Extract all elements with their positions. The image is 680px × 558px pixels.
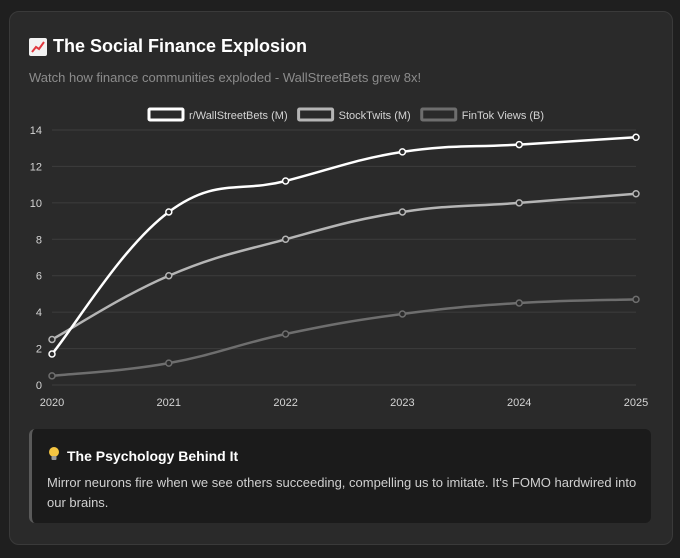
insight-title: The Psychology Behind It bbox=[47, 446, 238, 465]
data-point bbox=[165, 208, 173, 216]
legend-swatch bbox=[147, 107, 185, 122]
data-point bbox=[165, 359, 173, 367]
chart-increasing-icon bbox=[29, 37, 47, 56]
data-point bbox=[515, 299, 523, 307]
title-text: The Social Finance Explosion bbox=[53, 36, 308, 56]
data-point bbox=[165, 271, 173, 280]
data-point bbox=[398, 208, 407, 216]
data-point bbox=[281, 235, 290, 244]
data-point bbox=[632, 190, 640, 198]
legend-swatch bbox=[420, 107, 458, 122]
x-tick-label: 2022 bbox=[273, 397, 297, 409]
y-tick-label: 2 bbox=[36, 344, 42, 356]
legend-label: r/WallStreetBets (M) bbox=[189, 110, 288, 122]
data-point bbox=[48, 372, 56, 380]
series-line bbox=[51, 298, 637, 378]
x-tick-label: 2025 bbox=[624, 397, 648, 409]
subtitle: Watch how finance communities exploded -… bbox=[29, 70, 422, 85]
page-title: The Social Finance Explosion bbox=[29, 36, 307, 57]
series-line bbox=[51, 192, 637, 341]
insight-box: The Psychology Behind It Mirror neurons … bbox=[29, 429, 651, 523]
data-point bbox=[398, 148, 407, 156]
data-point bbox=[515, 199, 523, 207]
data-point bbox=[48, 350, 56, 358]
data-point bbox=[632, 133, 640, 142]
y-tick-label: 12 bbox=[30, 161, 42, 173]
data-point bbox=[281, 177, 290, 185]
data-point bbox=[48, 335, 56, 344]
y-tick-label: 8 bbox=[36, 234, 42, 246]
legend-label: StockTwits (M) bbox=[339, 110, 411, 122]
x-tick-label: 2020 bbox=[40, 397, 64, 409]
data-point bbox=[632, 295, 640, 304]
insight-title-text: The Psychology Behind It bbox=[67, 447, 239, 464]
line-chart: 0 2 4 6 8 10 12 14 2020 2021 2022 2023 2024 2025 r/Wal… bbox=[30, 107, 648, 409]
y-tick-label: 10 bbox=[30, 198, 42, 210]
data-point bbox=[398, 310, 407, 318]
y-tick-label: 14 bbox=[30, 125, 42, 137]
data-point bbox=[515, 140, 523, 149]
x-tick-label: 2024 bbox=[507, 397, 531, 409]
series-line bbox=[51, 136, 637, 355]
x-tick-label: 2023 bbox=[390, 397, 414, 409]
y-tick-label: 0 bbox=[36, 380, 42, 392]
insight-text: Mirror neurons fire when we see others s… bbox=[47, 475, 637, 510]
x-tick-label: 2021 bbox=[157, 397, 181, 409]
legend-swatch bbox=[297, 107, 335, 122]
legend-label: FinTok Views (B) bbox=[462, 110, 544, 122]
light-bulb-icon bbox=[47, 446, 61, 465]
y-tick-label: 4 bbox=[36, 307, 42, 319]
y-tick-label: 6 bbox=[36, 271, 42, 283]
data-point bbox=[281, 330, 290, 338]
